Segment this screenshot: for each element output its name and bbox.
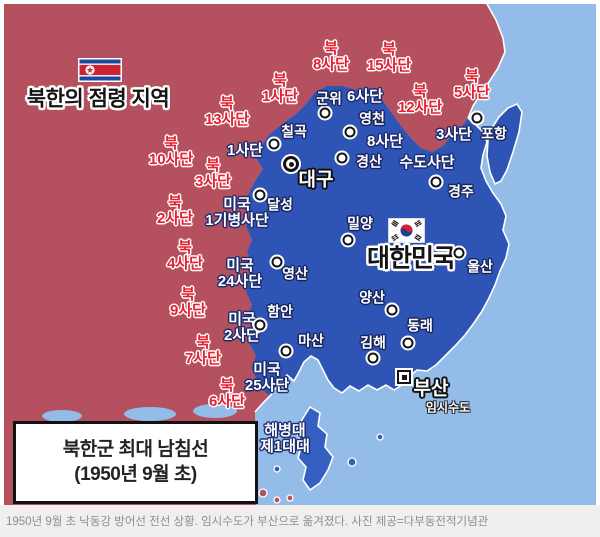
nk-unit-label: 북 7사단 (185, 333, 221, 367)
city-marker (271, 256, 283, 268)
friendly-unit-label: 6사단 (347, 87, 383, 105)
islet (376, 433, 384, 441)
city-label: 김해 (360, 334, 386, 351)
nk-unit-label: 북 3사단 (195, 156, 231, 190)
friendly-unit-label: 1사단 (227, 141, 263, 159)
major-city-label: 대구 (298, 169, 334, 191)
country-label: 대한민국 (366, 244, 456, 273)
south-korea-flag-icon (388, 218, 425, 243)
city-marker (430, 176, 442, 188)
city-label: 달성 (267, 196, 293, 213)
city-marker (402, 337, 414, 349)
friendly-unit-label: 해병대 제1대대 (260, 421, 310, 455)
islet (286, 494, 294, 502)
nk-occupied-title: 북한의 점령 지역 (26, 87, 170, 111)
city-marker (397, 370, 411, 384)
nk-unit-label: 북 2사단 (157, 193, 193, 227)
islet (347, 457, 357, 467)
friendly-unit-label: 3사단 (436, 125, 472, 143)
friendly-unit-label: 미국 24사단 (217, 256, 263, 290)
legend-box: 북한군 최대 남침선 (1950년 9월 초) (13, 421, 258, 504)
map-canvas (4, 3, 596, 505)
city-marker (453, 247, 465, 259)
north-korea-flag-icon: ★ (78, 58, 122, 82)
nk-unit-label: 북 10사단 (148, 134, 194, 168)
city-label: 경산 (356, 153, 382, 170)
coastline (254, 117, 510, 413)
islet (273, 465, 281, 473)
provisional-capital-label: 임시수도 (425, 400, 471, 415)
islet (258, 488, 268, 498)
friendly-unit-label: 미국 2사단 (224, 310, 260, 344)
city-marker (336, 152, 348, 164)
city-label: 양산 (359, 289, 385, 306)
nk-unit-label: 북 15사단 (366, 40, 412, 74)
nk-unit-label: 북 1사단 (262, 71, 298, 105)
friendly-unit-label: 미국 25사단 (244, 360, 290, 394)
city-label: 울산 (467, 258, 493, 275)
city-label: 포항 (481, 125, 507, 142)
city-marker (471, 112, 483, 124)
city-label: 경주 (448, 183, 474, 200)
city-marker (386, 304, 398, 316)
city-marker (254, 319, 266, 331)
legend-line2: (1950년 9월 초) (74, 463, 197, 485)
city-label: 밀양 (347, 215, 373, 232)
city-label: 함안 (267, 303, 293, 320)
city-label: 군위 (316, 90, 342, 107)
city-marker (342, 234, 354, 246)
city-marker (254, 189, 266, 201)
nk-unit-label: 북 8사단 (313, 39, 349, 73)
caption-text: 1950년 9월 초 낙동강 방어선 전선 상황. 임시수도가 부산으로 옮겨졌… (6, 516, 489, 528)
city-marker (268, 138, 280, 150)
nk-unit-label: 북 12사단 (397, 82, 443, 116)
friendly-unit-label: 수도사단 (399, 153, 455, 171)
city-label: 동래 (407, 317, 433, 334)
nk-unit-label: 북 6사단 (209, 376, 245, 410)
nk-unit-label: 북 13사단 (204, 94, 250, 128)
major-city-label: 부산 (413, 378, 449, 400)
friendly-unit-label: 미국 1기병사단 (205, 195, 269, 229)
city-label: 마산 (298, 332, 324, 349)
coastline (467, 3, 506, 119)
nk-occupied-region (4, 4, 505, 505)
geoje-island (295, 406, 334, 491)
friendly-unit-label: 8사단 (367, 132, 403, 150)
city-marker (344, 126, 356, 138)
city-label: 칠곡 (281, 123, 307, 140)
nk-unit-label: 북 5사단 (454, 67, 490, 101)
legend-line1: 북한군 최대 남침선 (62, 438, 209, 460)
nk-unit-label: 북 9사단 (170, 285, 206, 319)
islet (273, 496, 281, 504)
pohang-peninsula (486, 103, 523, 185)
city-label: 영천 (359, 110, 385, 127)
pusan-perimeter-region (246, 86, 509, 396)
bay (42, 410, 82, 422)
caption-bar: 1950년 9월 초 낙동강 방어선 전선 상황. 임시수도가 부산으로 옮겨졌… (0, 505, 600, 537)
nk-unit-label: 북 4사단 (167, 238, 203, 272)
bay (193, 404, 237, 418)
city-marker (319, 107, 331, 119)
bay (124, 407, 176, 421)
city-marker (280, 345, 292, 357)
city-marker (367, 352, 379, 364)
city-label: 영산 (282, 265, 308, 282)
svg-text:★: ★ (86, 65, 94, 75)
city-marker (283, 156, 299, 172)
